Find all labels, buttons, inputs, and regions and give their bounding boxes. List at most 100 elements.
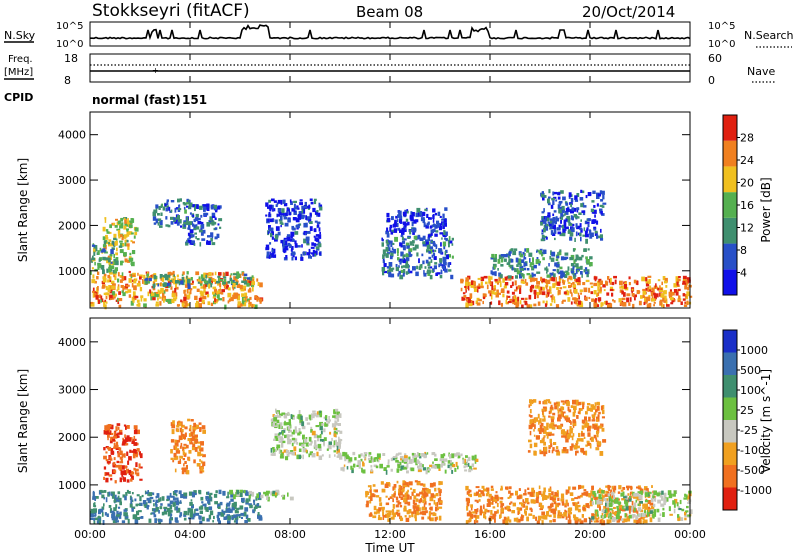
velocity-cell (603, 497, 607, 501)
velocity-cell (652, 495, 655, 499)
power-cell (254, 295, 258, 299)
velocity-cell (657, 517, 661, 522)
power-cell (111, 247, 115, 250)
velocity-cell (205, 496, 209, 500)
velocity-cell (346, 466, 349, 470)
velocity-cell (111, 432, 114, 436)
power-cell (108, 242, 110, 245)
power-cell (130, 218, 134, 221)
power-cell (181, 302, 185, 307)
power-cell (467, 285, 470, 291)
velocity-cell (244, 520, 248, 524)
velocity-cell (158, 510, 160, 514)
power-cell (233, 276, 237, 281)
power-cell (174, 286, 177, 290)
velocity-cell (567, 519, 572, 525)
power-cell (108, 270, 112, 273)
power-cell (308, 218, 312, 223)
power-cell (200, 214, 203, 218)
power-cell (205, 291, 209, 295)
velocity-cell (226, 502, 231, 507)
power-cell (203, 274, 206, 279)
velocity-cell (588, 505, 590, 509)
power-cell (236, 285, 239, 288)
power-cell (561, 209, 565, 213)
power-cell (249, 296, 252, 300)
range-tick-label: 1000 (58, 479, 86, 492)
velocity-cell (550, 508, 555, 513)
power-cell (574, 248, 576, 251)
velocity-cell (108, 446, 112, 451)
velocity-cell (403, 507, 407, 512)
power-cell (557, 196, 561, 200)
power-cell (578, 266, 582, 270)
velocity-cell (168, 518, 172, 524)
power-cell (283, 216, 288, 220)
power-cell (543, 195, 547, 198)
velocity-cell (568, 409, 572, 413)
velocity-cell (296, 442, 299, 445)
power-cell (294, 218, 299, 221)
power-cell (124, 258, 128, 263)
power-colorbar-tick-label: 24 (740, 154, 754, 167)
velocity-cell (90, 510, 95, 514)
velocity-cell (593, 425, 597, 430)
power-cell (431, 224, 434, 228)
power-cell (176, 215, 180, 220)
velocity-cell (596, 520, 599, 523)
power-cell (162, 292, 165, 298)
power-cell (662, 290, 666, 295)
power-cell (502, 278, 505, 283)
power-cell (163, 290, 166, 294)
power-cell (183, 289, 186, 294)
velocity-cell (549, 407, 552, 412)
power-cell (186, 271, 189, 275)
velocity-cell (336, 455, 340, 458)
power-cell (488, 275, 491, 280)
power-cell (269, 251, 271, 255)
power-cell (498, 300, 501, 306)
power-cell (252, 286, 254, 292)
velocity-cell (184, 461, 187, 464)
velocity-cell (169, 517, 173, 521)
power-cell (115, 299, 119, 302)
power-cell (288, 212, 292, 216)
velocity-cell (190, 440, 193, 444)
velocity-cell (576, 445, 580, 449)
power-cell (593, 219, 597, 224)
velocity-cell (192, 425, 196, 431)
velocity-cell (310, 440, 313, 444)
power-cell (217, 278, 220, 283)
velocity-cell (578, 438, 582, 442)
power-cell (619, 280, 623, 286)
velocity-cell (565, 510, 568, 514)
velocity-cell (317, 436, 320, 442)
power-cell (466, 301, 470, 306)
power-cell (545, 300, 548, 306)
power-cell (687, 279, 691, 283)
velocity-cell (593, 520, 597, 523)
velocity-cell (310, 429, 313, 433)
velocity-cell (633, 506, 636, 512)
velocity-cell (93, 517, 95, 521)
power-cell (293, 252, 296, 255)
power-cell (231, 279, 233, 284)
velocity-cell (495, 491, 498, 494)
velocity-cell (577, 508, 581, 513)
power-cell (479, 285, 484, 289)
power-cell (313, 200, 317, 205)
power-cell (609, 288, 614, 292)
velocity-cell (187, 511, 190, 516)
velocity-cell (517, 511, 519, 515)
velocity-cell (182, 446, 185, 452)
power-cell (432, 228, 436, 233)
power-cell (438, 226, 442, 231)
power-cell (130, 300, 134, 306)
velocity-cell (209, 510, 214, 516)
velocity-cell (121, 443, 125, 446)
velocity-cell (139, 516, 143, 519)
velocity-cell (228, 508, 232, 513)
power-cell (308, 248, 311, 253)
power-cell (290, 201, 293, 205)
velocity-cell (294, 426, 297, 431)
